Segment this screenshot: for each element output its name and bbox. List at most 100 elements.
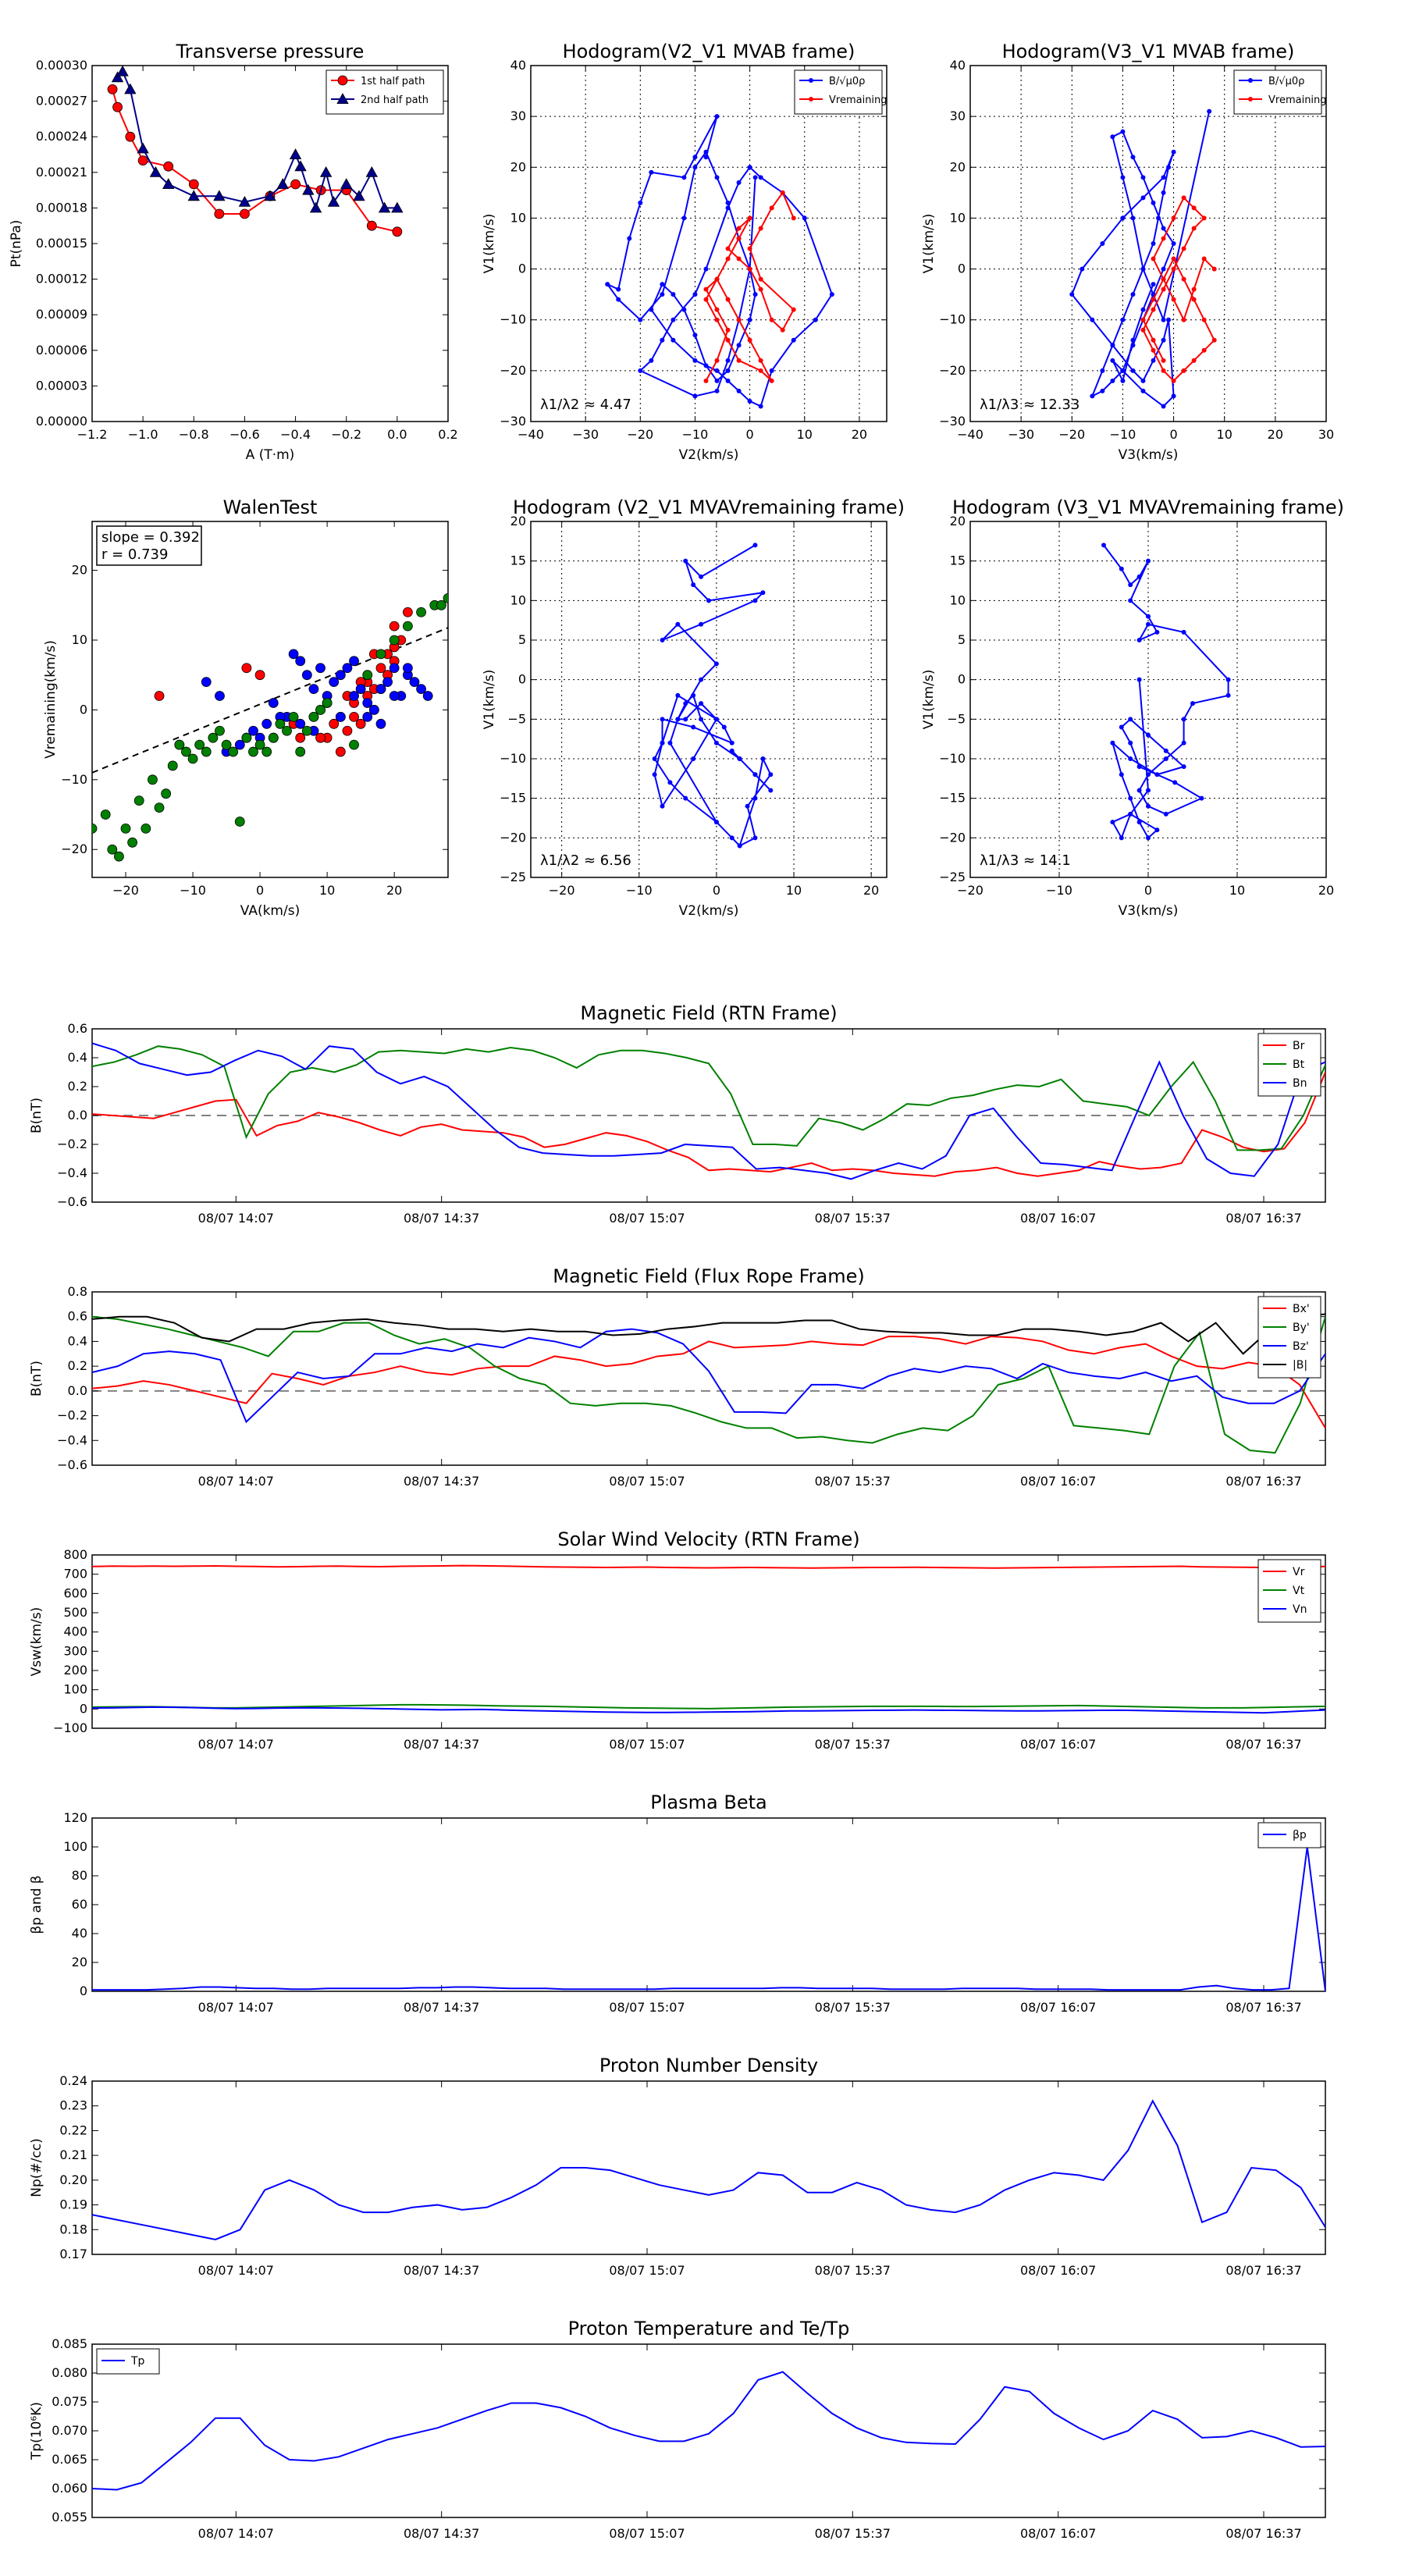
data-point xyxy=(416,607,426,617)
y-tick-label: 0.00030 xyxy=(36,58,87,73)
data-point xyxy=(1181,317,1186,322)
y-tick-label: 600 xyxy=(63,1585,87,1600)
data-point xyxy=(127,837,138,848)
x-tick-label: 08/07 16:07 xyxy=(1020,2263,1096,2278)
data-point xyxy=(1128,582,1133,588)
data-point xyxy=(747,215,752,221)
data-point xyxy=(714,114,720,119)
data-point xyxy=(201,677,212,688)
data-point xyxy=(780,327,785,333)
chart-title: Hodogram(V3_V1 MVAB frame) xyxy=(1002,41,1295,62)
data-point xyxy=(752,543,758,548)
data-point xyxy=(100,809,111,820)
data-point xyxy=(1163,748,1168,753)
y-tick-label: 0.00018 xyxy=(36,200,87,215)
data-point xyxy=(215,691,225,701)
data-point xyxy=(737,843,742,849)
x-tick-label: 08/07 15:07 xyxy=(609,2526,685,2541)
data-point xyxy=(691,724,696,730)
data-point xyxy=(355,718,366,729)
y-tick-label: 700 xyxy=(63,1567,87,1582)
data-point xyxy=(261,718,272,729)
data-point xyxy=(1146,614,1151,619)
x-tick-label: 20 xyxy=(386,883,402,898)
data-point xyxy=(649,169,654,175)
chart-title: Hodogram(V2_V1 MVAB frame) xyxy=(563,41,855,62)
data-point xyxy=(1225,692,1231,698)
data-point xyxy=(1161,368,1166,373)
x-tick-label: 0 xyxy=(1144,883,1152,898)
legend-label: B/√μ0ρ xyxy=(1268,76,1304,87)
chart-title: Proton Number Density xyxy=(599,2055,818,2076)
data-point xyxy=(1171,149,1176,155)
legend-label: 2nd half path xyxy=(361,94,429,106)
data-point xyxy=(187,190,200,201)
data-point xyxy=(213,190,226,201)
data-point xyxy=(282,725,292,736)
y-tick-label: 0 xyxy=(80,1701,87,1716)
data-point xyxy=(1225,677,1231,682)
y-tick-label: −10 xyxy=(939,312,966,327)
y-tick-label: 200 xyxy=(63,1663,87,1678)
data-point xyxy=(1199,795,1204,801)
data-point xyxy=(162,178,175,190)
tp-plot-area xyxy=(92,2371,1325,2491)
y-tick-label: −10 xyxy=(939,751,966,766)
data-point xyxy=(362,711,373,722)
legend-marker xyxy=(336,93,349,105)
data-point xyxy=(309,201,322,213)
data-point xyxy=(713,820,719,825)
y-tick-label: 500 xyxy=(63,1605,87,1620)
x-axis-label: V2(km/s) xyxy=(679,903,739,919)
x-tick-label: 0.2 xyxy=(438,427,457,442)
y-axis-label: Tp(10⁶K) xyxy=(29,2402,44,2460)
data-point xyxy=(747,317,752,322)
data-point xyxy=(1120,129,1126,134)
data-point xyxy=(752,598,758,603)
data-point xyxy=(378,201,391,213)
data-point xyxy=(1191,358,1197,363)
data-point xyxy=(1166,317,1172,322)
data-point xyxy=(714,378,720,383)
data-point xyxy=(736,317,742,322)
data-point xyxy=(1151,200,1156,205)
y-tick-label: −20 xyxy=(939,830,966,845)
data-point xyxy=(681,307,687,312)
legend-box xyxy=(794,69,883,115)
y-tick-label: −0.4 xyxy=(57,1165,87,1180)
np-frame xyxy=(91,2080,1326,2255)
data-point xyxy=(1201,215,1207,221)
data-point xyxy=(725,327,731,333)
x-tick-label: −10 xyxy=(682,427,709,442)
y-tick-label: 0 xyxy=(518,262,526,276)
data-point xyxy=(729,835,735,841)
series-line-Np xyxy=(92,2099,1325,2241)
data-point xyxy=(248,725,258,736)
y-tick-label: −15 xyxy=(939,791,966,806)
data-point xyxy=(627,236,632,241)
data-point xyxy=(1190,701,1195,706)
data-point xyxy=(349,656,359,667)
data-point xyxy=(1146,803,1151,809)
y-tick-label: 0.4 xyxy=(68,1050,87,1065)
data-point xyxy=(1136,764,1142,770)
x-tick-label: 08/07 16:07 xyxy=(1020,1474,1096,1489)
data-point xyxy=(1166,165,1172,170)
data-point xyxy=(670,317,676,322)
data-point xyxy=(392,226,403,237)
data-point xyxy=(1211,337,1217,343)
data-point xyxy=(752,292,758,297)
data-point xyxy=(1211,266,1217,272)
y-tick-label: 0.8 xyxy=(68,1284,87,1299)
data-point xyxy=(769,205,774,211)
legend-label: Bn xyxy=(1293,1077,1307,1090)
chart-title: Solar Wind Velocity (RTN Frame) xyxy=(557,1528,859,1550)
data-point xyxy=(238,195,251,207)
data-point xyxy=(670,337,676,343)
data-point xyxy=(402,607,413,617)
data-point xyxy=(1172,780,1178,785)
data-point xyxy=(365,165,378,177)
data-point xyxy=(660,638,665,642)
x-tick-label: 0 xyxy=(1169,427,1177,442)
